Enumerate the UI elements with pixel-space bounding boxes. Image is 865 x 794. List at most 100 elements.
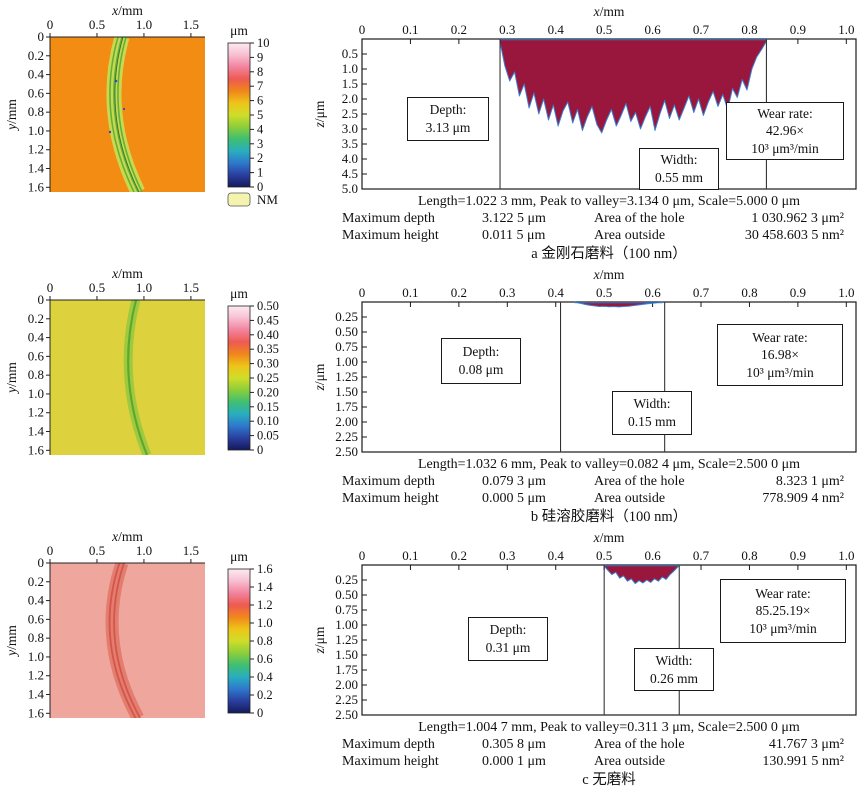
svg-text:1.50: 1.50 <box>335 384 358 399</box>
stat-label: Maximum depth <box>342 737 435 752</box>
stat-value: 1 030.962 3 μm² <box>751 211 844 226</box>
svg-text:0.8: 0.8 <box>257 634 273 648</box>
svg-text:0.8: 0.8 <box>741 285 757 300</box>
svg-text:1.00: 1.00 <box>335 354 358 369</box>
svg-text:0.1: 0.1 <box>402 22 418 37</box>
stat-value: 130.991 5 nm² <box>762 754 844 769</box>
depth-label: Depth: <box>462 344 500 360</box>
svg-text:0.45: 0.45 <box>257 313 279 327</box>
depth-value: 0.08 μm <box>458 362 504 377</box>
svg-text:y/mm: y/mm <box>4 362 19 395</box>
wear-label: Wear rate: <box>755 585 811 601</box>
width-annotation: Width: 0.15 mm <box>612 391 692 435</box>
svg-text:2.00: 2.00 <box>335 414 358 429</box>
svg-text:8: 8 <box>257 65 263 79</box>
svg-text:10: 10 <box>257 36 270 50</box>
svg-text:1.0: 1.0 <box>136 280 152 295</box>
stat-label: Maximum height <box>342 228 439 243</box>
svg-text:0.8: 0.8 <box>741 22 757 37</box>
svg-text:0.1: 0.1 <box>402 548 418 563</box>
svg-text:0.6: 0.6 <box>28 85 45 100</box>
svg-text:1.5: 1.5 <box>183 280 199 295</box>
svg-text:0.6: 0.6 <box>257 652 273 666</box>
measurement-summary: Length=1.022 3 mm, Peak to valley=3.134 … <box>417 194 801 209</box>
surface-map-svg: 0 0.5 1.0 1.5 0 0.2 0.4 0.6 0.8 1.0 1.2 1.4 1.6 x/mm y… <box>4 266 205 457</box>
svg-text:0.6: 0.6 <box>644 548 661 563</box>
svg-text:0.50: 0.50 <box>335 587 358 602</box>
colorbar-b: μm 0.50 0.45 0.40 0.35 0.30 0.25 0.20 0.15 0.10 0.… <box>222 266 308 474</box>
svg-text:1.50: 1.50 <box>335 647 358 662</box>
svg-text:0: 0 <box>257 180 263 194</box>
svg-text:0.9: 0.9 <box>790 548 806 563</box>
panel-a: 0 0.5 1.0 1.5 0 0.2 0.4 0.6 0.8 1.0 1.2 1.4 1.6 x/mm y… <box>0 3 865 264</box>
svg-text:0: 0 <box>38 555 45 570</box>
svg-text:z/μm: z/μm <box>312 363 327 391</box>
stat-value: 30 458.603 5 nm² <box>744 228 844 243</box>
svg-text:0.4: 0.4 <box>28 330 45 345</box>
svg-text:0.3: 0.3 <box>499 548 515 563</box>
svg-text:μm: μm <box>230 286 248 301</box>
svg-text:1.2: 1.2 <box>28 668 44 683</box>
stat-label: Maximum depth <box>342 474 435 489</box>
svg-text:0.50: 0.50 <box>335 324 358 339</box>
svg-text:0.6: 0.6 <box>644 285 661 300</box>
surface-map-a: 0 0.5 1.0 1.5 0 0.2 0.4 0.6 0.8 1.0 1.2 1.4 1.6 x/mm y… <box>4 3 222 199</box>
svg-text:0.8: 0.8 <box>28 104 44 119</box>
svg-text:1.6: 1.6 <box>28 705 45 720</box>
width-value: 0.15 mm <box>627 414 676 429</box>
svg-text:0.25: 0.25 <box>257 371 279 385</box>
svg-text:2: 2 <box>257 151 263 165</box>
panel-caption: b 硅溶胶磨料（100 nm） <box>530 509 688 525</box>
wear-unit: 10³ μm³/min <box>751 140 819 156</box>
stat-label: Maximum height <box>342 754 439 769</box>
measurement-summary: Length=1.004 7 mm, Peak to valley=0.311 … <box>418 720 800 735</box>
svg-text:3.5: 3.5 <box>342 136 358 151</box>
svg-text:1.5: 1.5 <box>342 76 358 91</box>
svg-text:z/μm: z/μm <box>312 100 327 128</box>
stat-value: 3.122 5 μm <box>482 211 546 226</box>
svg-text:2.5: 2.5 <box>342 106 358 121</box>
svg-text:1.4: 1.4 <box>257 580 273 594</box>
profile-wrap-c: x/mm 0 0.1 0.2 0.3 0.4 0.5 0.6 0.7 0.8 0.9 1.0 0.25 0… <box>308 529 860 722</box>
svg-text:0.9: 0.9 <box>790 285 806 300</box>
wear-unit: 10³ μm³/min <box>746 364 814 380</box>
measurement-summary: Length=1.032 6 mm, Peak to valley=0.082 … <box>417 457 801 472</box>
svg-text:1.0: 1.0 <box>136 17 152 32</box>
wear-label: Wear rate: <box>752 329 808 345</box>
svg-text:x/mm: x/mm <box>111 266 143 281</box>
svg-text:2.25: 2.25 <box>335 429 358 444</box>
wear-rate-annotation: Wear rate: 16.98× 10³ μm³/min <box>717 324 843 386</box>
svg-text:0.7: 0.7 <box>693 285 710 300</box>
profile-svg: x/mm0 0.1 0.2 0.3 0.4 0.5 0.6 0.7 0.8 0.9 1.00.51.… <box>312 4 857 196</box>
svg-text:1.00: 1.00 <box>335 617 358 632</box>
colorbar-svg: μm 1.6 1.4 1.2 1.0 0.8 0.6 0.4 0.2 0 <box>227 549 273 720</box>
svg-text:x/mm: x/mm <box>593 4 625 19</box>
width-value: 0.55 mm <box>654 170 703 185</box>
stat-value: 0.000 1 μm <box>482 754 546 769</box>
svg-text:1.2: 1.2 <box>28 405 44 420</box>
svg-text:0.5: 0.5 <box>89 280 105 295</box>
profile-chart-a: x/mm 0 0.1 0.2 0.3 0.4 0.5 0.6 0.7 0.8 0.9 1.0 0.5 1.… <box>308 3 860 196</box>
svg-text:2.00: 2.00 <box>335 677 358 692</box>
svg-text:0: 0 <box>257 706 263 720</box>
svg-text:0.9: 0.9 <box>790 22 806 37</box>
svg-text:0.75: 0.75 <box>335 339 358 354</box>
svg-text:2.50: 2.50 <box>335 707 358 719</box>
depth-label: Depth: <box>489 622 527 638</box>
surface-map-block-c: 0 0.5 1.0 1.5 0 0.2 0.4 0.6 0.8 1.0 1.2 1.4 1.6 x/mm y… <box>0 529 222 725</box>
svg-text:1.0: 1.0 <box>257 616 273 630</box>
svg-text:0: 0 <box>359 285 366 300</box>
svg-text:0: 0 <box>359 548 366 563</box>
width-annotation: Width: 0.26 mm <box>634 648 714 691</box>
stat-value: 8.323 1 μm² <box>775 474 844 489</box>
svg-text:x/mm: x/mm <box>593 267 625 282</box>
svg-text:0.20: 0.20 <box>257 385 279 399</box>
svg-text:x/mm: x/mm <box>111 529 143 544</box>
svg-text:1.6: 1.6 <box>257 562 273 576</box>
stat-label: Area of the hole <box>594 474 685 489</box>
wear-label: Wear rate: <box>757 105 813 121</box>
wear-rate-annotation: Wear rate: 42.96× 10³ μm³/min <box>726 102 844 160</box>
stat-value: 778.909 4 nm² <box>762 491 844 506</box>
svg-text:1.5: 1.5 <box>183 543 199 558</box>
